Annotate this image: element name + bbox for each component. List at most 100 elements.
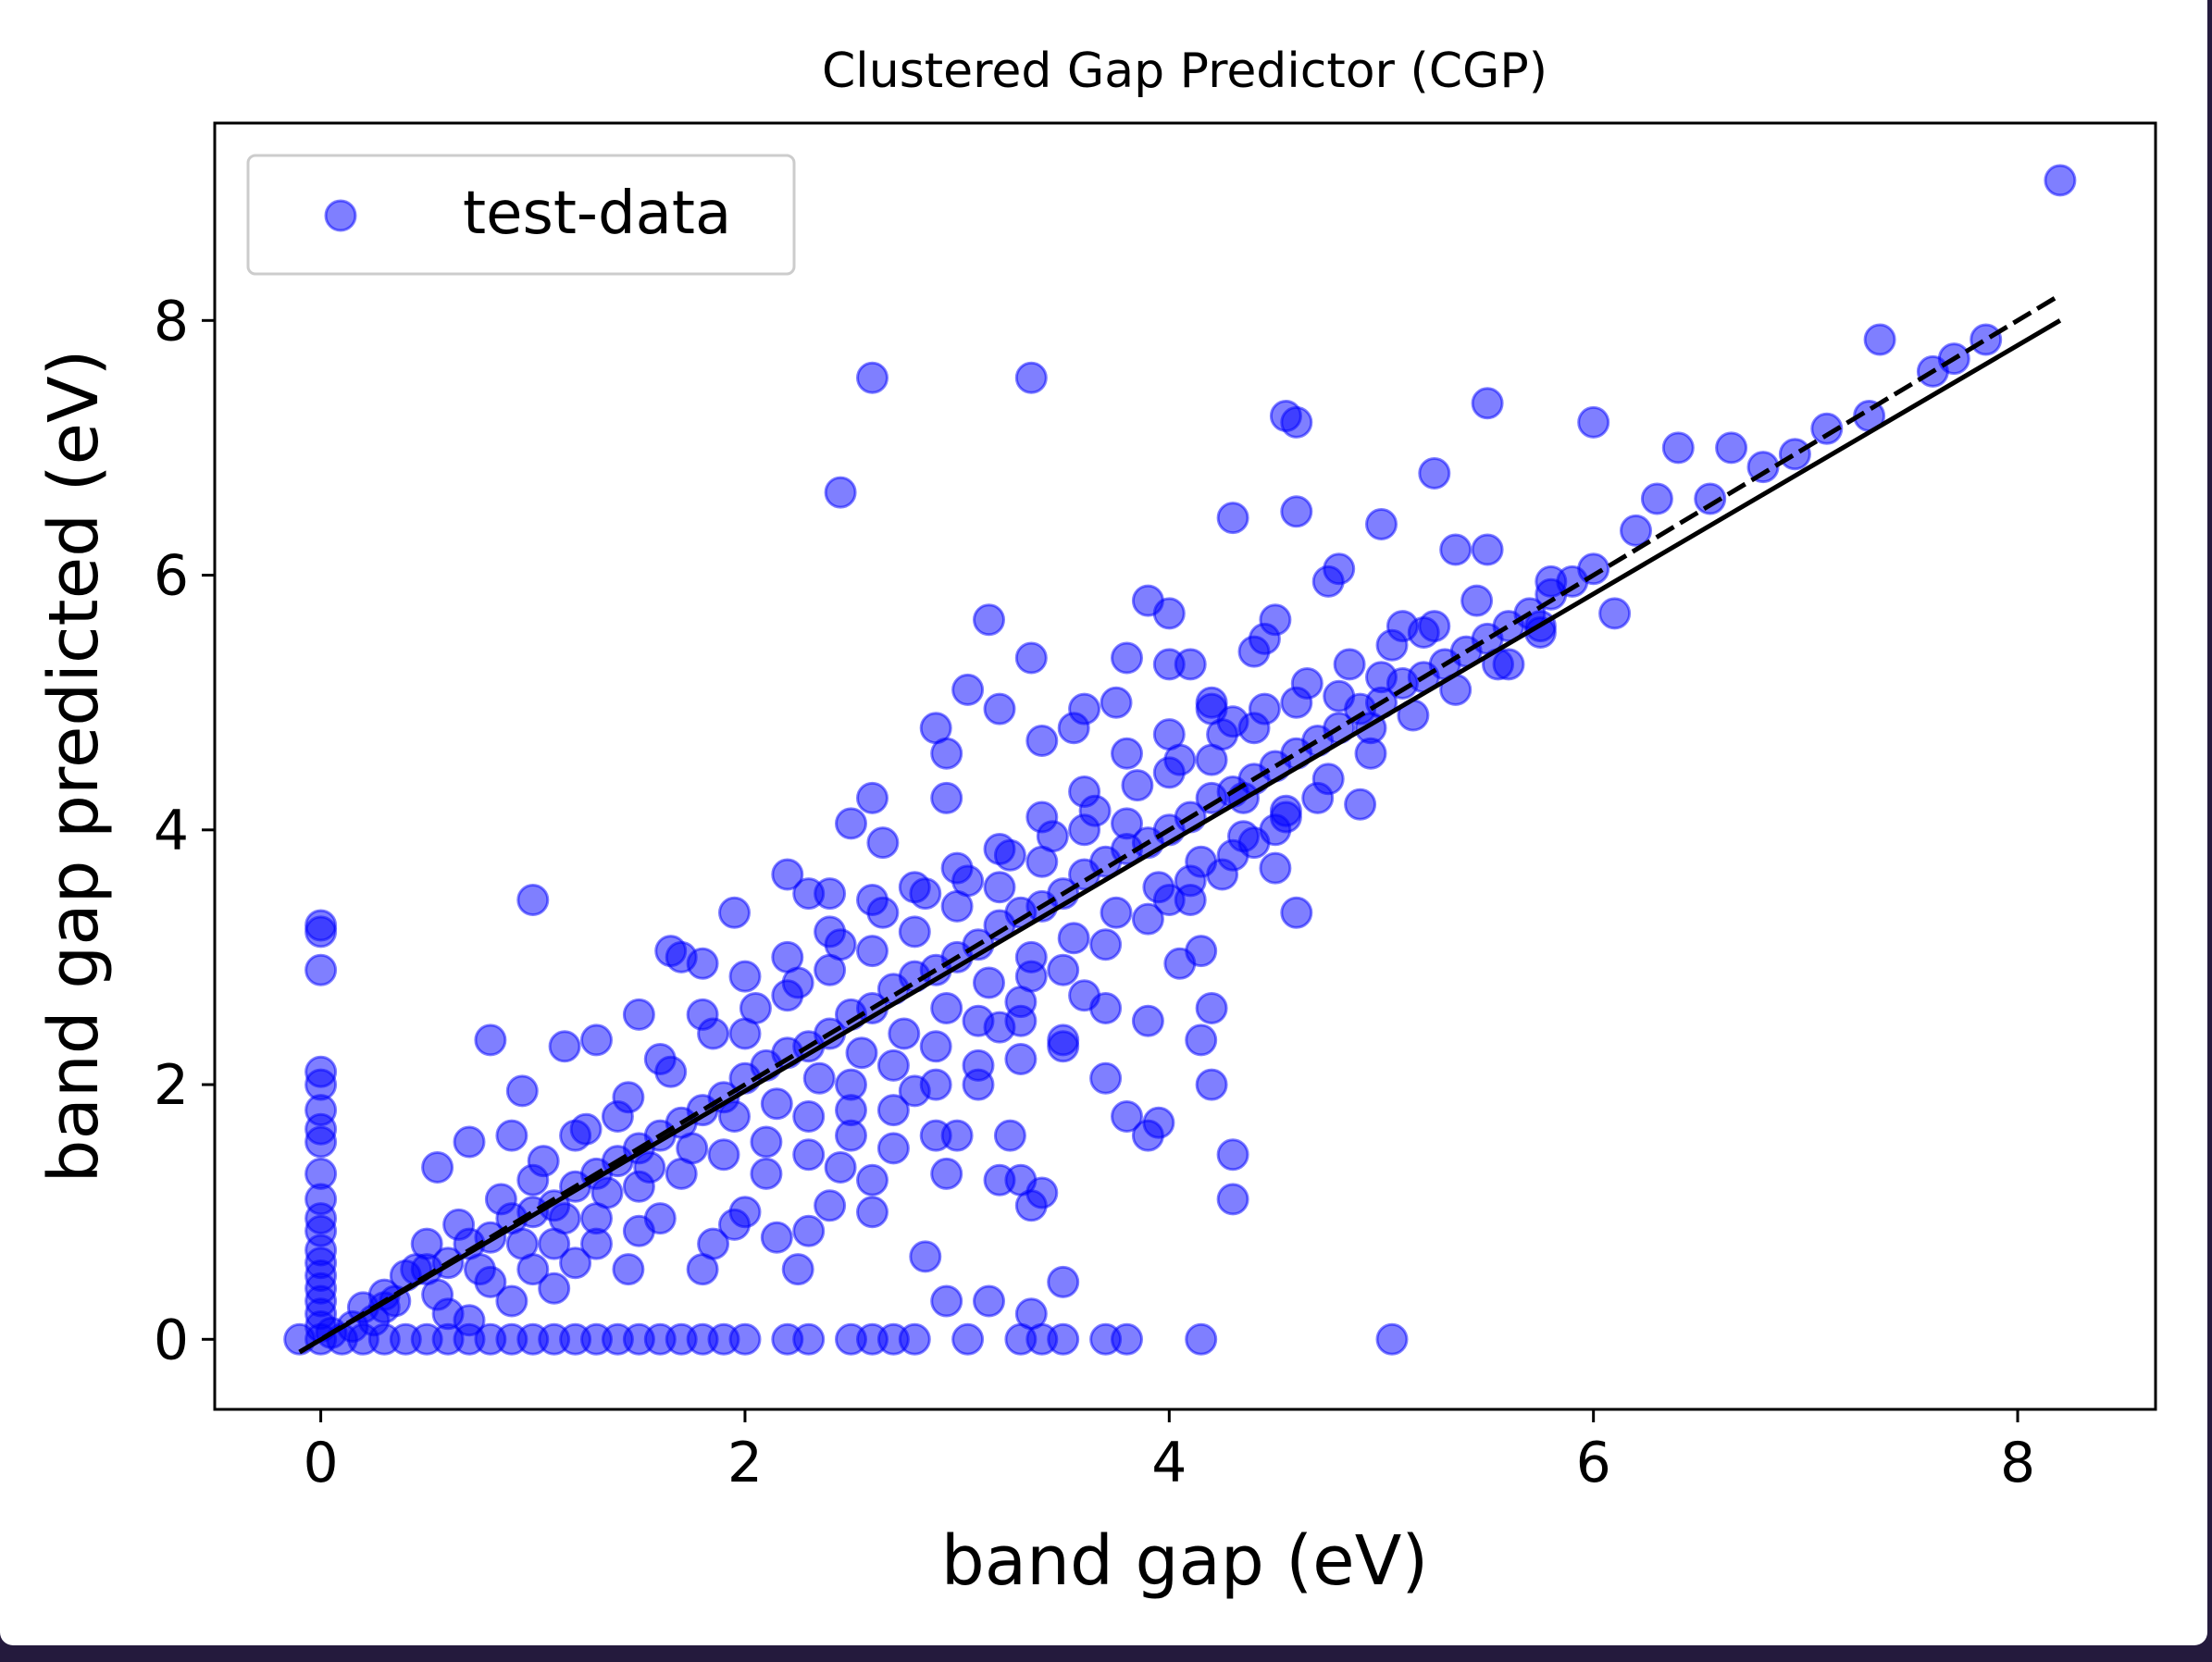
data-point: [1185, 1322, 1218, 1356]
data-point: [962, 1004, 995, 1037]
data-point: [495, 1119, 528, 1152]
data-point: [1216, 838, 1249, 872]
data-point: [1418, 610, 1451, 643]
x-tick-label: 6: [1576, 1431, 1611, 1495]
data-point: [1025, 800, 1059, 834]
data-point: [665, 1157, 698, 1190]
data-point: [814, 953, 847, 986]
data-point: [1354, 737, 1387, 770]
data-point: [781, 1253, 814, 1286]
data-point: [750, 1157, 783, 1190]
data-point: [940, 889, 974, 923]
data-point: [919, 1068, 952, 1101]
x-axis-label: band gap (eV): [941, 1521, 1428, 1601]
data-point: [484, 1183, 517, 1216]
data-point: [1047, 1322, 1080, 1356]
data-point: [973, 603, 1005, 637]
data-point: [1694, 482, 1727, 515]
data-point: [856, 361, 889, 394]
data-point: [1323, 679, 1356, 713]
data-point: [1174, 864, 1207, 898]
data-point: [1216, 1138, 1249, 1172]
data-point: [1620, 514, 1652, 547]
data-point: [1004, 1043, 1038, 1075]
diagonal-line: [298, 292, 2062, 1355]
data-point: [930, 781, 963, 814]
data-point: [1111, 1322, 1143, 1356]
data-point: [856, 884, 889, 916]
data-point: [1100, 896, 1133, 929]
data-point: [1216, 1183, 1249, 1216]
data-point: [559, 1119, 592, 1152]
data-point: [707, 1138, 740, 1172]
data-point: [898, 915, 931, 949]
data-point: [1089, 928, 1123, 961]
data-point: [728, 960, 762, 993]
data-point: [919, 1119, 952, 1152]
y-tick-label: 4: [154, 799, 189, 863]
y-tick-label: 6: [154, 544, 189, 609]
data-point: [919, 712, 952, 745]
data-point: [1280, 495, 1313, 528]
data-point: [1152, 718, 1186, 751]
y-tick-label: 8: [154, 289, 189, 353]
data-point: [1269, 400, 1302, 432]
data-point: [866, 826, 900, 860]
data-point: [814, 1189, 847, 1222]
points-layer: [283, 164, 2077, 1356]
data-point: [1111, 1100, 1143, 1133]
data-point: [760, 1221, 793, 1254]
data-point: [856, 935, 889, 968]
data-point: [421, 1151, 454, 1184]
x-tick-label: 0: [303, 1431, 338, 1495]
data-point: [1131, 902, 1164, 936]
data-point: [686, 1253, 719, 1286]
data-point: [951, 1322, 985, 1356]
data-point: [1142, 871, 1175, 904]
data-point: [814, 877, 847, 911]
data-point: [505, 1074, 539, 1108]
data-point: [421, 1278, 454, 1311]
data-point: [304, 915, 338, 949]
data-point: [919, 1030, 952, 1063]
data-point: [1365, 508, 1398, 540]
data-point: [580, 1202, 613, 1235]
data-point: [1259, 851, 1292, 885]
data-point: [548, 1030, 581, 1063]
chart-title: Clustered Gap Predictor (CGP): [822, 43, 1547, 99]
x-tick-label: 2: [727, 1431, 763, 1495]
data-point: [1333, 648, 1366, 681]
data-point: [1014, 940, 1048, 974]
data-point: [1280, 686, 1313, 719]
data-point: [1280, 896, 1313, 929]
data-point: [983, 833, 1016, 865]
data-point: [876, 1048, 910, 1082]
data-point: [930, 992, 963, 1024]
data-point: [1810, 412, 1844, 445]
legend-box: [246, 154, 796, 276]
data-point: [1152, 756, 1186, 789]
data-point: [1577, 405, 1610, 439]
data-point: [718, 1100, 751, 1133]
data-point: [973, 966, 1005, 999]
data-point: [728, 1017, 762, 1050]
data-point: [814, 915, 847, 949]
y-tick-label: 0: [154, 1308, 189, 1372]
data-point: [792, 1138, 826, 1172]
data-point: [1014, 641, 1048, 675]
data-point: [1195, 1068, 1228, 1101]
data-point: [1195, 743, 1228, 776]
data-point: [1418, 457, 1451, 490]
data-point: [538, 1227, 571, 1260]
data-point: [930, 1157, 963, 1190]
data-point: [516, 1163, 550, 1197]
data-point: [612, 1253, 645, 1286]
data-point: [1025, 725, 1059, 757]
data-point: [802, 1061, 836, 1095]
fit-line: [298, 318, 2062, 1355]
data-point: [2044, 164, 2077, 197]
data-point: [824, 476, 857, 509]
data-point: [1068, 775, 1101, 808]
data-point: [1185, 1023, 1218, 1057]
data-point: [538, 1271, 571, 1305]
